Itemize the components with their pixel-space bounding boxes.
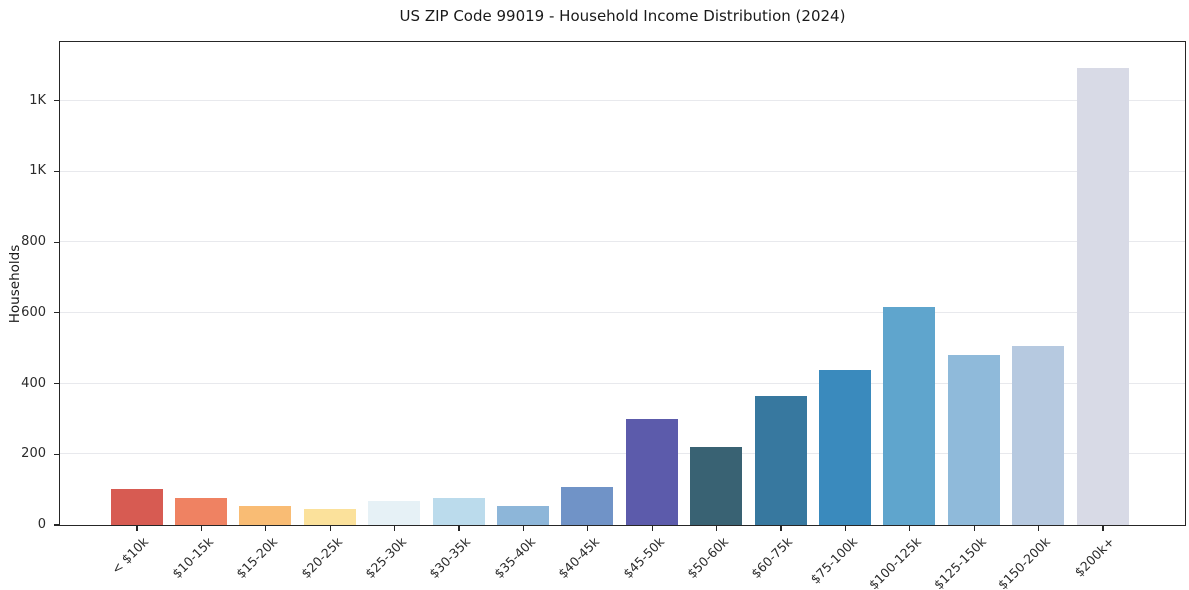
bar-30-35k bbox=[432, 497, 485, 525]
bar-45-50k bbox=[625, 418, 678, 525]
x-tick-mark bbox=[394, 525, 396, 531]
x-tick-mark bbox=[200, 525, 202, 531]
y-tick-mark bbox=[54, 524, 60, 526]
y-tick-label: 1K bbox=[29, 92, 46, 108]
x-tick-mark bbox=[1102, 525, 1104, 531]
bar-125-150k bbox=[947, 354, 1000, 525]
x-tick-label: $60-75k bbox=[748, 534, 796, 582]
bar-20-25k bbox=[303, 508, 356, 525]
y-gridline bbox=[59, 241, 1185, 243]
x-tick-label: $100-125k bbox=[866, 534, 925, 590]
y-tick-mark bbox=[54, 453, 60, 455]
x-tick-mark bbox=[458, 525, 460, 531]
x-tick-mark bbox=[651, 525, 653, 531]
x-tick-label: $10-15k bbox=[168, 534, 217, 582]
y-gridline bbox=[59, 99, 1185, 101]
x-tick-mark bbox=[522, 525, 524, 531]
y-tick-mark bbox=[54, 170, 60, 172]
bar-10-15k bbox=[175, 497, 228, 525]
x-tick-mark bbox=[780, 525, 782, 531]
y-tick-label: 600 bbox=[21, 304, 46, 320]
x-tick-label: $40-45k bbox=[555, 534, 603, 582]
y-tick-label: 800 bbox=[21, 234, 46, 250]
y-gridline bbox=[59, 453, 1185, 455]
bar-25-30k bbox=[368, 501, 421, 525]
y-tick-label: 200 bbox=[21, 446, 46, 462]
x-tick-mark bbox=[716, 525, 718, 531]
y-tick-label: 400 bbox=[21, 375, 46, 391]
x-tick-label: $50-60k bbox=[684, 534, 732, 582]
x-tick-label: < $10k bbox=[108, 534, 152, 577]
y-tick-label: 1K bbox=[29, 163, 46, 179]
bar-100-125k bbox=[883, 306, 936, 525]
x-tick-mark bbox=[973, 525, 975, 531]
x-tick-label: $15-20k bbox=[233, 534, 281, 582]
y-tick-mark bbox=[54, 100, 60, 102]
x-tick-mark bbox=[265, 525, 267, 531]
x-tick-label: $45-50k bbox=[619, 534, 667, 582]
y-tick-mark bbox=[54, 382, 60, 385]
x-tick-label: $125-150k bbox=[930, 534, 989, 590]
bar-75-100k bbox=[819, 369, 872, 525]
x-tick-label: $30-35k bbox=[426, 534, 474, 582]
y-gridline bbox=[59, 170, 1185, 172]
x-tick-label: $200k+ bbox=[1071, 534, 1118, 580]
y-tick-mark bbox=[54, 241, 60, 243]
bar-200k bbox=[1076, 67, 1129, 525]
bar-35-40k bbox=[497, 505, 550, 525]
bar-60-75k bbox=[754, 396, 807, 525]
bar-50-60k bbox=[690, 446, 743, 525]
x-tick-label: $75-100k bbox=[807, 534, 861, 587]
x-tick-label: $35-40k bbox=[490, 534, 539, 582]
x-tick-mark bbox=[844, 525, 846, 531]
x-tick-mark bbox=[329, 525, 331, 531]
y-tick-mark bbox=[54, 312, 60, 314]
bar-15-20k bbox=[239, 506, 292, 525]
x-tick-mark bbox=[587, 525, 589, 531]
x-tick-mark bbox=[136, 525, 138, 531]
y-gridline bbox=[59, 382, 1185, 384]
y-gridline bbox=[59, 312, 1185, 314]
x-tick-label: $150-200k bbox=[994, 534, 1054, 590]
x-tick-label: $20-25k bbox=[297, 534, 345, 582]
x-tick-label: $25-30k bbox=[362, 534, 410, 582]
chart-title: US ZIP Code 99019 - Household Income Dis… bbox=[399, 7, 846, 25]
bar-150-200k bbox=[1012, 345, 1065, 525]
bar-10k bbox=[110, 488, 163, 525]
x-tick-mark bbox=[1038, 525, 1040, 531]
bar-40-45k bbox=[561, 487, 614, 525]
x-tick-mark bbox=[909, 525, 911, 531]
plot-area bbox=[58, 40, 1186, 526]
y-tick-label: 0 bbox=[37, 517, 46, 532]
